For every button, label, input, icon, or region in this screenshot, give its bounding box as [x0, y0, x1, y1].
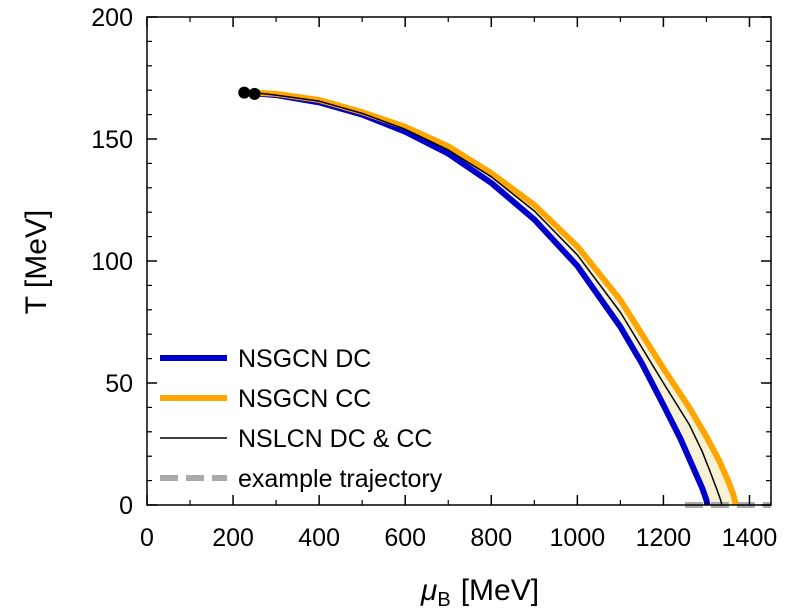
x-tick-label-4: 800: [470, 524, 512, 552]
x-tick-label-1: 200: [212, 524, 254, 552]
x-tick-label-6: 1200: [636, 524, 692, 552]
x-axis-unit: [MeV]: [461, 574, 539, 607]
y-tick-label-4: 200: [91, 4, 133, 32]
x-axis-label: μB [MeV]: [420, 574, 539, 611]
x-tick-label-2: 400: [298, 524, 340, 552]
x-tick-label-5: 1000: [550, 524, 606, 552]
legend-label-3: example trajectory: [238, 465, 443, 493]
y-tick-label-1: 50: [105, 370, 133, 398]
y-tick-label-0: 0: [119, 492, 133, 520]
series-line-1: [253, 89, 739, 506]
legend-label-2: NSLCN DC & CC: [238, 425, 432, 453]
x-tick-label-0: 0: [140, 524, 154, 552]
critical-point-0: [238, 86, 251, 99]
critical-point-1: [248, 87, 261, 100]
series-line-2: [253, 91, 723, 506]
x-tick-labels: 0 200 400 600 800 1000 1200 1400: [140, 524, 777, 552]
x-axis-symbol: μ: [420, 574, 437, 607]
x-tick-label-7: 1400: [722, 524, 778, 552]
y-tick-label-3: 150: [91, 126, 133, 154]
legend-label-0: NSGCN DC: [238, 345, 371, 373]
legend: NSGCN DC NSGCN CC NSLCN DC & CC example tra…: [160, 345, 443, 493]
x-axis-subscript: B: [437, 589, 450, 611]
y-tick-label-2: 100: [91, 248, 133, 276]
legend-label-1: NSGCN CC: [238, 385, 371, 413]
points-layer: [238, 86, 261, 100]
ticks-layer: [146, 16, 771, 506]
x-tick-label-3: 600: [384, 524, 426, 552]
y-axis-label: T [MeV]: [20, 210, 53, 314]
y-tick-labels: 0 50 100 150 200: [91, 4, 133, 520]
